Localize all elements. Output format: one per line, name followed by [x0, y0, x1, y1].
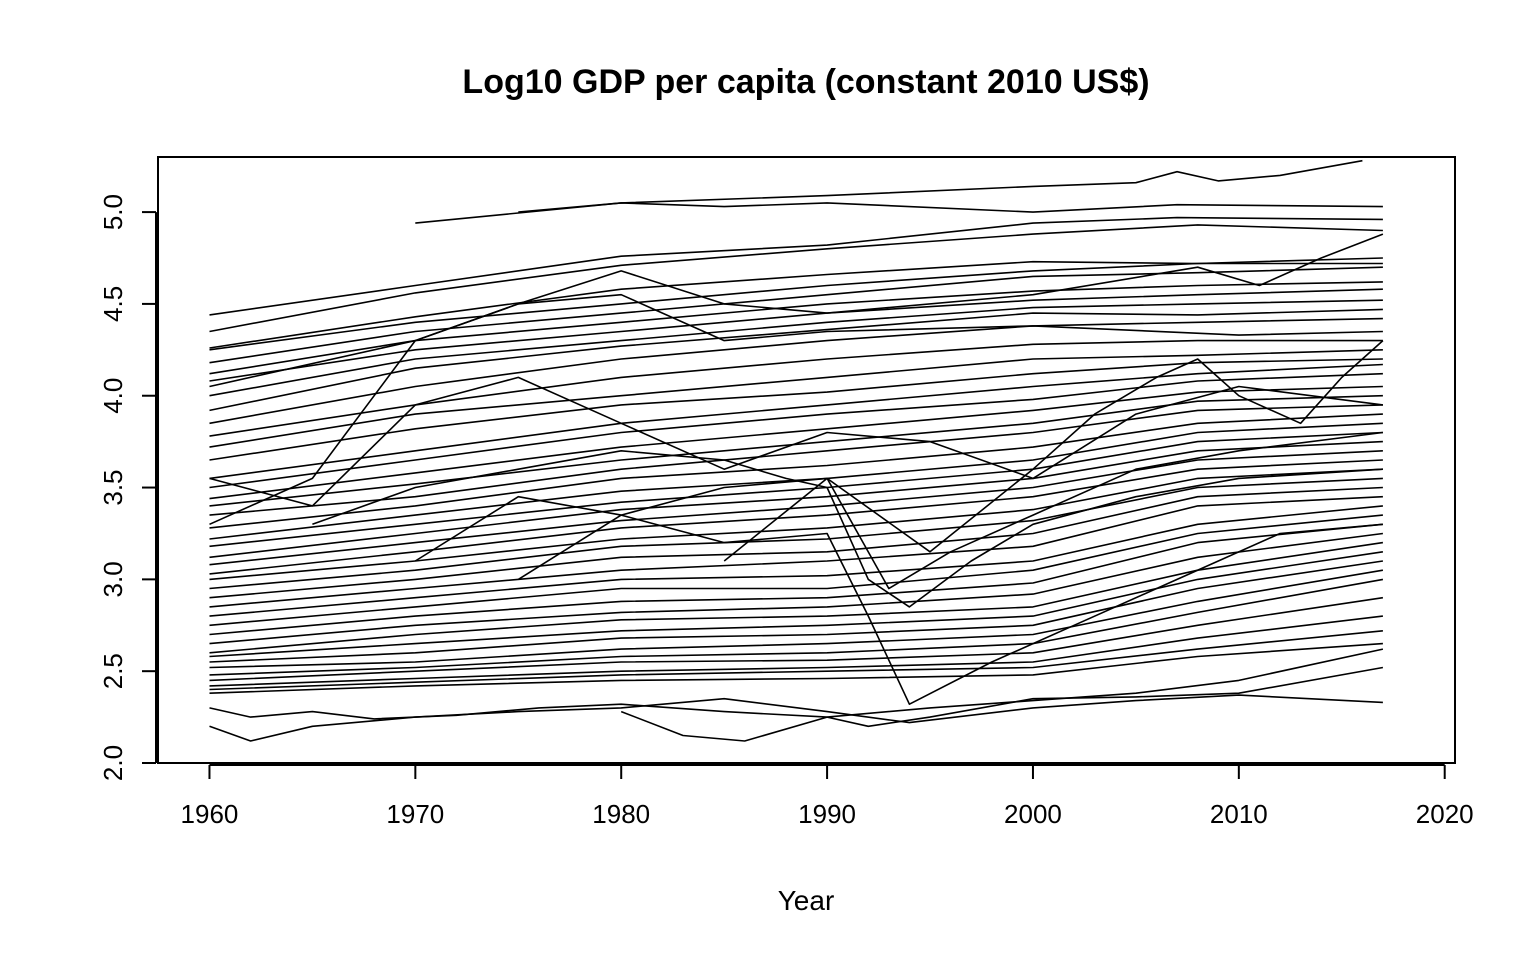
series-line-8	[209, 281, 1383, 375]
series-line-35	[209, 532, 1384, 645]
series-line-53	[209, 233, 1384, 388]
series-line-2	[518, 202, 1383, 213]
series-line-27	[209, 459, 1383, 575]
x-axis: 1960 1970 1980 1990 2000 2010 2020	[181, 764, 1474, 829]
series-line-1	[415, 159, 1363, 224]
series-line-43	[209, 630, 1383, 691]
series-line-48	[209, 376, 1384, 507]
series-line-44	[209, 642, 1383, 694]
y-tick-label-4.5: 4.5	[98, 286, 128, 322]
series-line-7	[209, 266, 1383, 364]
series-line-40	[209, 578, 1384, 676]
series-line-47	[620, 666, 1384, 742]
series-line-51	[517, 514, 1383, 706]
y-tick-label-4.0: 4.0	[98, 378, 128, 414]
x-tick-label-2010: 2010	[1210, 799, 1268, 829]
series-line-46	[209, 694, 1383, 742]
series-line-25	[209, 440, 1383, 559]
series-line-29	[209, 477, 1383, 590]
series-line-12	[209, 317, 1383, 425]
series-line-37	[209, 551, 1384, 658]
x-tick-label-1960: 1960	[181, 799, 239, 829]
series-layer	[209, 159, 1384, 742]
series-line-42	[209, 615, 1383, 687]
y-tick-label-3.0: 3.0	[98, 561, 128, 597]
series-line-49	[312, 449, 1383, 608]
series-line-13	[209, 293, 1383, 526]
series-line-45	[209, 648, 1384, 720]
series-line-26	[209, 450, 1383, 566]
x-tick-label-1990: 1990	[798, 799, 856, 829]
series-line-18	[209, 372, 1383, 489]
series-line-31	[209, 495, 1383, 608]
y-tick-label-5.0: 5.0	[98, 194, 128, 230]
series-line-33	[209, 514, 1383, 627]
y-tick-label-3.5: 3.5	[98, 469, 128, 505]
series-line-17	[209, 363, 1383, 480]
y-tick-label-2.5: 2.5	[98, 653, 128, 689]
y-tick-label-2.0: 2.0	[98, 745, 128, 781]
series-line-22	[209, 413, 1383, 529]
series-line-3	[209, 216, 1383, 316]
series-line-39	[209, 569, 1384, 669]
y-axis: 2.0 2.5 3.0 3.5 4.0 4.5 5.0	[98, 194, 157, 781]
series-line-10	[209, 299, 1383, 397]
x-tick-label-1970: 1970	[386, 799, 444, 829]
plot-frame	[157, 156, 1456, 764]
series-line-15	[209, 349, 1383, 448]
x-tick-label-1980: 1980	[592, 799, 650, 829]
x-axis-label: Year	[778, 885, 835, 916]
series-line-11	[209, 308, 1383, 412]
series-line-16	[209, 358, 1383, 461]
series-line-21	[209, 404, 1383, 516]
series-line-19	[209, 385, 1383, 500]
series-line-30	[209, 486, 1383, 599]
series-line-38	[209, 560, 1384, 663]
series-line-20	[209, 394, 1383, 507]
series-line-32	[209, 505, 1383, 617]
series-line-52	[723, 340, 1384, 562]
chart-title: Log10 GDP per capita (constant 2010 US$)	[462, 63, 1149, 101]
x-tick-label-2000: 2000	[1004, 799, 1062, 829]
x-tick-label-2020: 2020	[1416, 799, 1474, 829]
series-line-50	[414, 431, 1384, 590]
series-line-4	[209, 224, 1383, 333]
series-line-41	[209, 596, 1384, 682]
series-line-6	[209, 262, 1383, 351]
series-line-34	[209, 523, 1383, 636]
